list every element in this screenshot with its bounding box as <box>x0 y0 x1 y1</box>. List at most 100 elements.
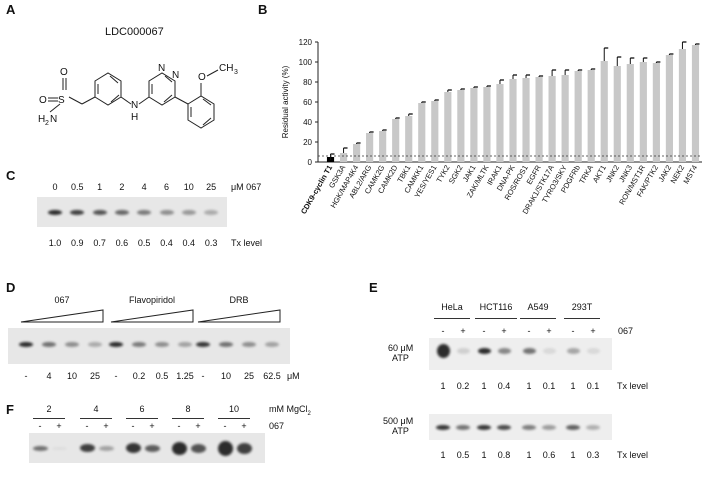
gel-d <box>8 328 290 364</box>
gel-band <box>436 344 450 358</box>
bar <box>522 78 530 162</box>
dose-label-d: 25 <box>243 371 255 381</box>
bar <box>405 116 413 162</box>
gel-band <box>477 348 491 354</box>
y-axis-label: Residual activity (%) <box>281 65 290 138</box>
gel-band <box>542 424 556 430</box>
bar <box>691 45 700 162</box>
dose-label-d: 10 <box>220 371 232 381</box>
gel-band <box>456 424 470 430</box>
gel-band <box>144 444 160 452</box>
bar <box>509 79 517 162</box>
tx-value-e-high: 0.3 <box>586 450 600 460</box>
cell-line-divider <box>564 318 600 319</box>
atom-n-amide: N <box>50 114 57 125</box>
mgcl2-sub: 2 <box>307 410 311 417</box>
panel-c-letter: C <box>6 168 16 183</box>
gel-band <box>242 341 256 347</box>
drug-label-f: 067 <box>269 421 285 431</box>
bar <box>587 70 595 162</box>
tx-value-e-low: 0.2 <box>456 381 470 391</box>
bar <box>392 119 400 162</box>
atom-o-left: O <box>39 95 47 106</box>
bar <box>548 76 556 162</box>
bar <box>339 153 348 162</box>
cell-line-label: A549 <box>527 302 549 312</box>
panel-b-letter: B <box>258 2 268 17</box>
cell-line-divider <box>520 318 556 319</box>
atom-o-methoxy: O <box>198 72 206 83</box>
treatment-sign-f: + <box>56 421 62 431</box>
bar <box>561 75 569 162</box>
gel-band <box>155 341 169 347</box>
treatment-sign-e: + <box>460 326 466 336</box>
group-label-d: 067 <box>54 295 70 305</box>
tx-value-e-high: 0.8 <box>497 450 511 460</box>
bar <box>639 62 647 162</box>
gel-c <box>37 197 227 227</box>
bar <box>353 144 361 162</box>
treatment-sign-f: - <box>131 421 135 431</box>
conc-label-c: 0 <box>52 182 58 192</box>
bar <box>444 92 452 162</box>
unit-label-f: mM MgCl2 <box>269 404 311 417</box>
treatment-sign-e: - <box>571 326 575 336</box>
atom-n-ring-top: N <box>158 63 165 74</box>
atom-o-top: O <box>60 67 68 78</box>
treatment-sign-e: - <box>441 326 445 336</box>
bar <box>626 64 634 162</box>
tx-value-c: 0.4 <box>160 238 173 248</box>
mgcl2-value: 4 <box>93 404 99 414</box>
gel-band <box>190 443 206 453</box>
tx-value-c: 0.7 <box>93 238 106 248</box>
tx-value-e-high: 1 <box>440 450 446 460</box>
gel-band <box>51 446 67 450</box>
tx-value-c: 1.0 <box>48 238 62 248</box>
gel-band <box>32 445 48 451</box>
bar <box>431 101 439 162</box>
gel-e-low <box>429 338 612 370</box>
gel-band <box>19 341 33 347</box>
bar <box>379 131 387 162</box>
gel-band <box>92 209 107 215</box>
tx-label-e-low: Tx level <box>617 381 649 391</box>
bar <box>457 90 465 162</box>
dose-label-d: 0.5 <box>155 371 169 381</box>
gel-band <box>586 424 600 430</box>
chemical-structure: S O O H 2 N N H N N O CH 3 <box>38 63 238 129</box>
conc-label-c: 0.5 <box>71 182 84 192</box>
gel-band <box>542 348 556 354</box>
atp-low-label: 60 μM <box>388 343 414 353</box>
gel-band <box>171 441 187 455</box>
bar <box>470 88 478 162</box>
tx-value-e-low: 1 <box>526 381 532 391</box>
bar <box>652 63 660 162</box>
mgcl2-value: 2 <box>46 404 52 414</box>
gel-band <box>586 348 600 354</box>
y-tick-label: 60 <box>303 98 312 107</box>
treatment-sign-f: + <box>103 421 109 431</box>
gel-band <box>125 443 141 453</box>
gel-e-high <box>429 414 612 440</box>
tx-value-e-low: 1 <box>440 381 446 391</box>
gel-band <box>566 348 580 354</box>
tx-value-c: 0.6 <box>115 238 129 248</box>
drug-label-e: 067 <box>618 326 634 336</box>
mgcl2-divider <box>80 418 112 419</box>
gel-band <box>497 348 511 354</box>
compound-name: LDC000067 <box>105 26 164 38</box>
gel-band <box>566 424 580 430</box>
gel-band <box>98 445 114 451</box>
cell-line-divider <box>475 318 517 319</box>
gel-band <box>522 424 536 430</box>
tx-value-e-low: 1 <box>481 381 487 391</box>
gel-band <box>79 444 95 452</box>
group-label-d: Flavopiridol <box>128 295 176 305</box>
tx-value-e-high: 0.5 <box>456 450 470 460</box>
panel-a-letter: A <box>6 2 16 17</box>
treatment-sign-f: + <box>241 421 247 431</box>
mgcl2-value: 10 <box>228 404 240 414</box>
tx-value-e-high: 1 <box>481 450 487 460</box>
cell-line-label: HeLa <box>441 302 463 312</box>
atom-ch3-sub: 3 <box>234 69 238 76</box>
